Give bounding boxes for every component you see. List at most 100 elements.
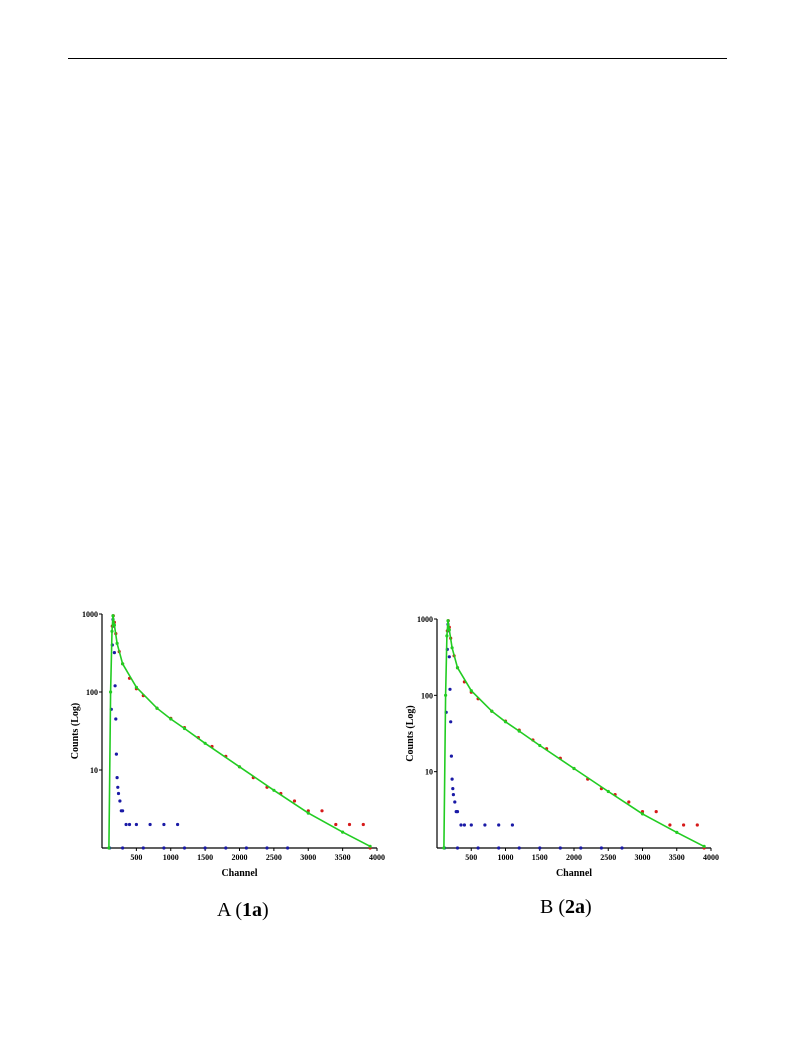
y-axis-title: Counts (Log) [405, 705, 416, 761]
data-point [141, 846, 145, 850]
data-point [361, 822, 365, 827]
data-point [442, 846, 446, 850]
data-point [459, 823, 463, 827]
data-point [572, 766, 576, 771]
data-point [162, 822, 166, 827]
x-tick-label: 2500 [266, 853, 282, 862]
data-point [272, 788, 276, 792]
data-point [265, 846, 269, 850]
series-2 [442, 619, 706, 850]
data-point [675, 830, 679, 834]
data-point [118, 799, 122, 803]
caption-prefix: A ( [217, 899, 242, 921]
data-point [292, 799, 297, 803]
data-point [306, 811, 310, 815]
caption-suffix: ) [585, 896, 592, 918]
series-0 [108, 617, 290, 850]
data-point [447, 628, 451, 632]
data-point [114, 752, 118, 756]
data-point [182, 846, 187, 850]
data-point [447, 655, 451, 659]
chart-b-caption: B (2a) [540, 896, 592, 919]
data-point [224, 846, 228, 850]
y-tick-label: 100 [86, 688, 98, 697]
data-point [455, 810, 460, 814]
data-point [116, 791, 121, 796]
data-point [341, 830, 345, 834]
data-point [134, 822, 138, 827]
data-point [109, 690, 113, 694]
x-tick-label: 4000 [703, 853, 719, 862]
data-point [444, 693, 448, 697]
x-tick-label: 3000 [635, 853, 651, 862]
chart-panel-b: 500 1000 1500 2000 2500 3000 3500 4000 10 100 1000… [404, 611, 734, 896]
data-point [368, 844, 372, 848]
data-point [448, 687, 452, 691]
data-point [455, 846, 460, 850]
x-tick-label: 1500 [532, 853, 548, 862]
x-axis-title: Channel [221, 868, 257, 879]
data-point [483, 823, 487, 827]
x-axis-title: Channel [556, 868, 592, 879]
data-point [579, 846, 583, 850]
chart-a-caption: A (1a) [217, 899, 269, 922]
x-tick-label: 1000 [498, 853, 514, 862]
chart-a-svg: 500 1000 1500 2000 2500 3000 3500 4000 10 100 1000… [70, 610, 385, 879]
data-point [113, 684, 117, 688]
data-point [451, 793, 455, 797]
x-tick-label: 3000 [300, 853, 316, 862]
x-tick-label: 500 [130, 853, 142, 862]
data-point [334, 822, 338, 827]
x-tick-label: 3500 [669, 853, 685, 862]
x-tick-label: 2000 [566, 853, 582, 862]
x-tick-label: 2000 [232, 853, 248, 862]
data-point [148, 822, 152, 827]
data-point [121, 809, 125, 813]
header-rule [68, 58, 727, 59]
data-point [599, 846, 603, 850]
data-point [116, 785, 120, 789]
data-point [654, 810, 658, 814]
data-point [320, 809, 324, 813]
data-point [469, 823, 473, 827]
data-point [112, 651, 116, 655]
data-point [347, 822, 352, 827]
chart-b-svg: 500 1000 1500 2000 2500 3000 3500 4000 10 100 1000… [405, 615, 719, 879]
data-point [462, 823, 466, 827]
x-tick-label: 500 [465, 853, 477, 862]
data-point [107, 846, 111, 850]
data-point [244, 846, 248, 850]
data-point [110, 629, 114, 633]
series-0 [442, 622, 624, 850]
data-point [538, 846, 542, 850]
data-point [115, 641, 119, 645]
data-point [517, 846, 521, 850]
data-point [455, 666, 460, 670]
data-point [450, 777, 454, 781]
data-point [450, 646, 454, 650]
data-point [627, 800, 631, 804]
data-point [112, 623, 116, 627]
series-1 [445, 619, 706, 850]
data-point [286, 846, 290, 850]
data-point [640, 812, 645, 816]
data-point [510, 823, 514, 827]
data-point [538, 743, 542, 748]
data-point [503, 720, 508, 724]
data-point [155, 706, 159, 710]
data-point [176, 822, 180, 827]
data-point [517, 729, 521, 733]
data-point [682, 823, 686, 827]
data-point [203, 846, 207, 850]
data-point [114, 717, 118, 721]
data-point [449, 754, 453, 758]
x-tick-label: 4000 [369, 853, 385, 862]
series-line [108, 615, 371, 849]
data-point [115, 776, 119, 780]
data-point [169, 717, 173, 721]
data-point [497, 823, 501, 827]
x-tick-label: 2500 [600, 853, 616, 862]
series-1 [110, 614, 372, 850]
caption-prefix: B ( [540, 896, 565, 918]
data-point [306, 809, 310, 813]
